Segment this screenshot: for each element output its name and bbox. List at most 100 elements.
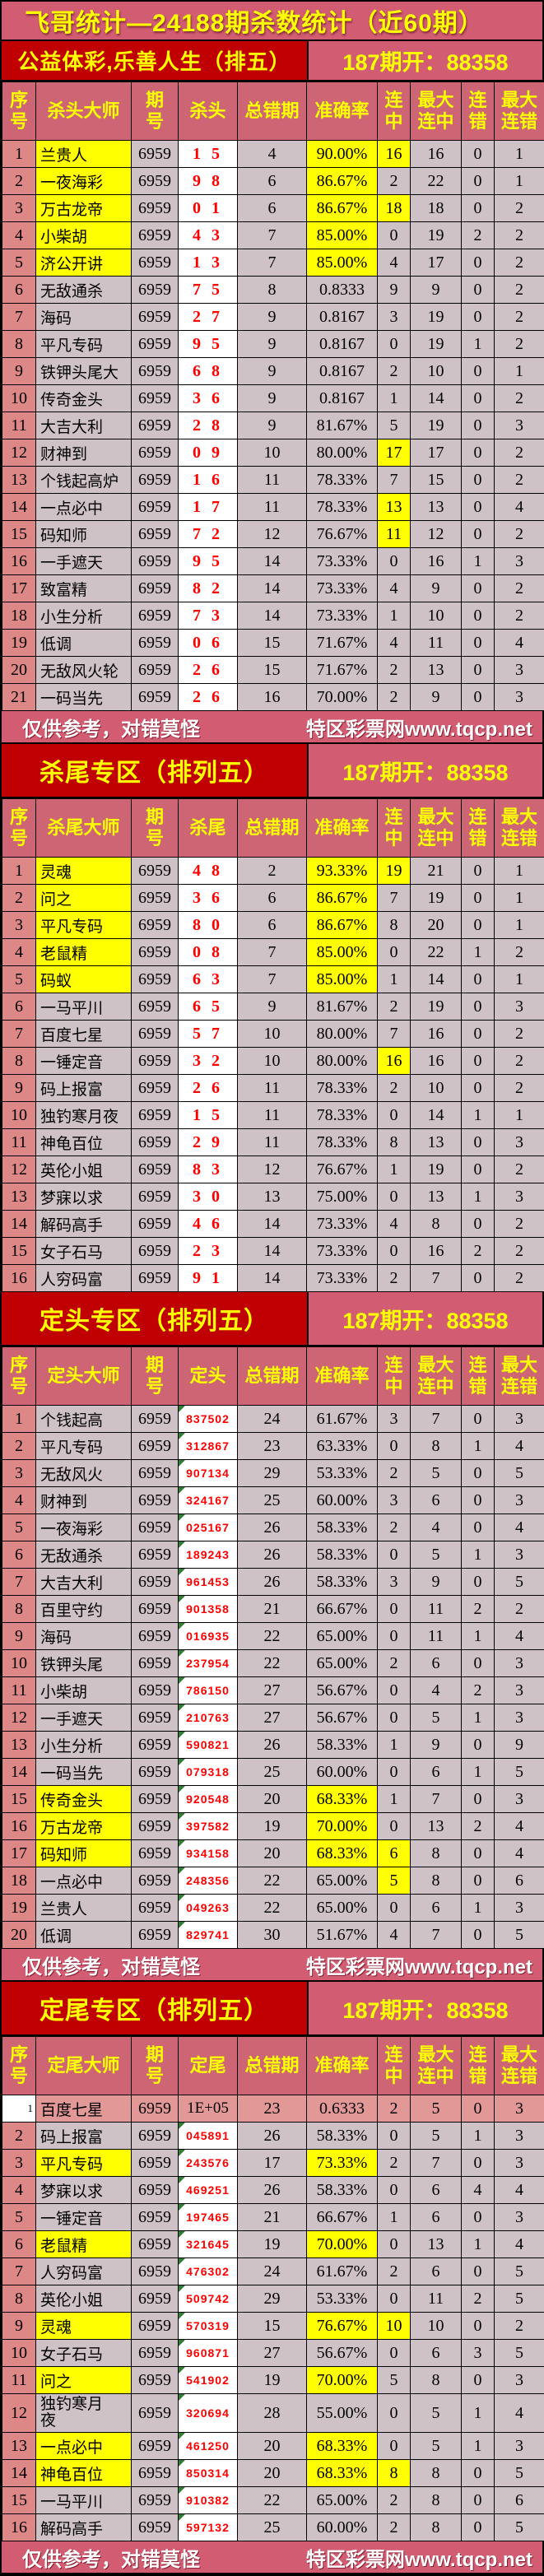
cell-period: 6959 (132, 1541, 179, 1569)
cell-seq: 21 (2, 684, 36, 711)
cell-value: 248356 (179, 1867, 238, 1895)
cell-accuracy: 53.33% (307, 1460, 378, 1487)
header-row: 序号定头大师期号定头总错期准确率连中最大连中连错最大连错 (2, 1347, 544, 1406)
col-max-streak-miss: 最大连错 (495, 2037, 544, 2095)
cell-accuracy: 86.67% (307, 195, 378, 222)
cell-total-wrong: 20 (238, 1786, 307, 1813)
cell-streak-miss: 3 (462, 2340, 495, 2367)
cell-total-wrong: 12 (238, 1156, 307, 1183)
cell-total-wrong: 15 (238, 630, 307, 657)
cell-master: 兰贵人 (36, 1895, 132, 1922)
cell-streak-miss: 1 (462, 2123, 495, 2150)
cell-streak-hit: 19 (378, 858, 411, 885)
cell-seq: 2 (2, 1433, 36, 1460)
cell-accuracy: 66.67% (307, 2204, 378, 2231)
cell-max-streak-hit: 8 (411, 2460, 462, 2487)
cell-streak-hit: 0 (378, 1433, 411, 1460)
cell-streak-hit: 2 (378, 2150, 411, 2177)
cell-streak-miss: 0 (462, 141, 495, 168)
cell-master: 问之 (36, 2367, 132, 2394)
cell-max-streak-hit: 9 (411, 277, 462, 304)
cell-streak-miss: 0 (462, 575, 495, 602)
cell-value: 786150 (179, 1677, 238, 1704)
cell-value: 2 6 (179, 684, 238, 711)
cell-accuracy: 93.33% (307, 858, 378, 885)
cell-master: 灵魂 (36, 2313, 132, 2340)
cell-streak-miss: 0 (462, 1922, 495, 1949)
cell-accuracy: 90.00% (307, 141, 378, 168)
cell-max-streak-miss: 1 (495, 885, 544, 912)
cell-accuracy: 78.33% (307, 467, 378, 494)
cell-streak-miss: 0 (462, 1211, 495, 1238)
cell-max-streak-hit: 5 (411, 1460, 462, 1487)
cell-max-streak-hit: 7 (411, 1922, 462, 1949)
cell-max-streak-hit: 5 (411, 1704, 462, 1732)
cell-max-streak-hit: 7 (411, 1406, 462, 1433)
cell-streak-hit: 18 (378, 195, 411, 222)
cell-streak-miss: 0 (462, 858, 495, 885)
cell-streak-miss: 2 (462, 1677, 495, 1704)
cell-streak-hit: 2 (378, 684, 411, 711)
cell-seq: 4 (2, 222, 36, 249)
cell-max-streak-miss: 1 (495, 1102, 544, 1129)
cell-total-wrong: 6 (238, 885, 307, 912)
cell-max-streak-hit: 5 (411, 2095, 462, 2123)
col-streak-miss: 连错 (462, 1347, 495, 1406)
cell-value: 321645 (179, 2231, 238, 2258)
cell-streak-hit: 0 (378, 1813, 411, 1840)
cell-max-streak-miss: 3 (495, 2367, 544, 2394)
cell-master: 平凡专码 (36, 912, 132, 939)
cell-max-streak-hit: 11 (411, 1596, 462, 1623)
cell-accuracy: 73.33% (307, 575, 378, 602)
cell-period: 6959 (132, 249, 179, 277)
col-wrong: 总错期 (238, 1347, 307, 1406)
cell-master: 人穷码富 (36, 1265, 132, 1292)
cell-total-wrong: 15 (238, 2313, 307, 2340)
cell-max-streak-miss: 3 (495, 2095, 544, 2123)
cell-master: 英伦小姐 (36, 2285, 132, 2313)
cell-accuracy: 56.67% (307, 1704, 378, 1732)
cell-total-wrong: 21 (238, 1596, 307, 1623)
cell-master: 老鼠精 (36, 2231, 132, 2258)
cell-streak-hit: 1 (378, 602, 411, 630)
cell-max-streak-hit: 8 (411, 1867, 462, 1895)
cell-period: 6959 (132, 2394, 179, 2433)
cell-accuracy: 70.00% (307, 684, 378, 711)
cell-accuracy: 76.67% (307, 2313, 378, 2340)
cell-value: 9 5 (179, 548, 238, 575)
cell-seq: 11 (2, 1129, 36, 1156)
cell-seq: 1 (2, 2095, 36, 2123)
cell-total-wrong: 19 (238, 1813, 307, 1840)
cell-max-streak-hit: 6 (411, 2204, 462, 2231)
cell-seq: 15 (2, 1238, 36, 1265)
cell-master: 一马平川 (36, 2487, 132, 2514)
cell-streak-hit: 2 (378, 2258, 411, 2285)
cell-max-streak-miss: 5 (495, 2258, 544, 2285)
col-period: 期号 (132, 799, 179, 858)
cell-seq: 9 (2, 358, 36, 385)
cell-seq: 16 (2, 2514, 36, 2541)
cell-master: 百里守约 (36, 1596, 132, 1623)
col-accuracy: 准确率 (307, 799, 378, 858)
cell-master: 码蚁 (36, 966, 132, 993)
cell-total-wrong: 26 (238, 1541, 307, 1569)
cell-total-wrong: 20 (238, 2433, 307, 2460)
cell-max-streak-miss: 3 (495, 1541, 544, 1569)
cell-total-wrong: 9 (238, 412, 307, 439)
cell-master: 小柴胡 (36, 1677, 132, 1704)
cell-seq: 10 (2, 1102, 36, 1129)
col-max-streak-hit: 最大连中 (411, 799, 462, 858)
